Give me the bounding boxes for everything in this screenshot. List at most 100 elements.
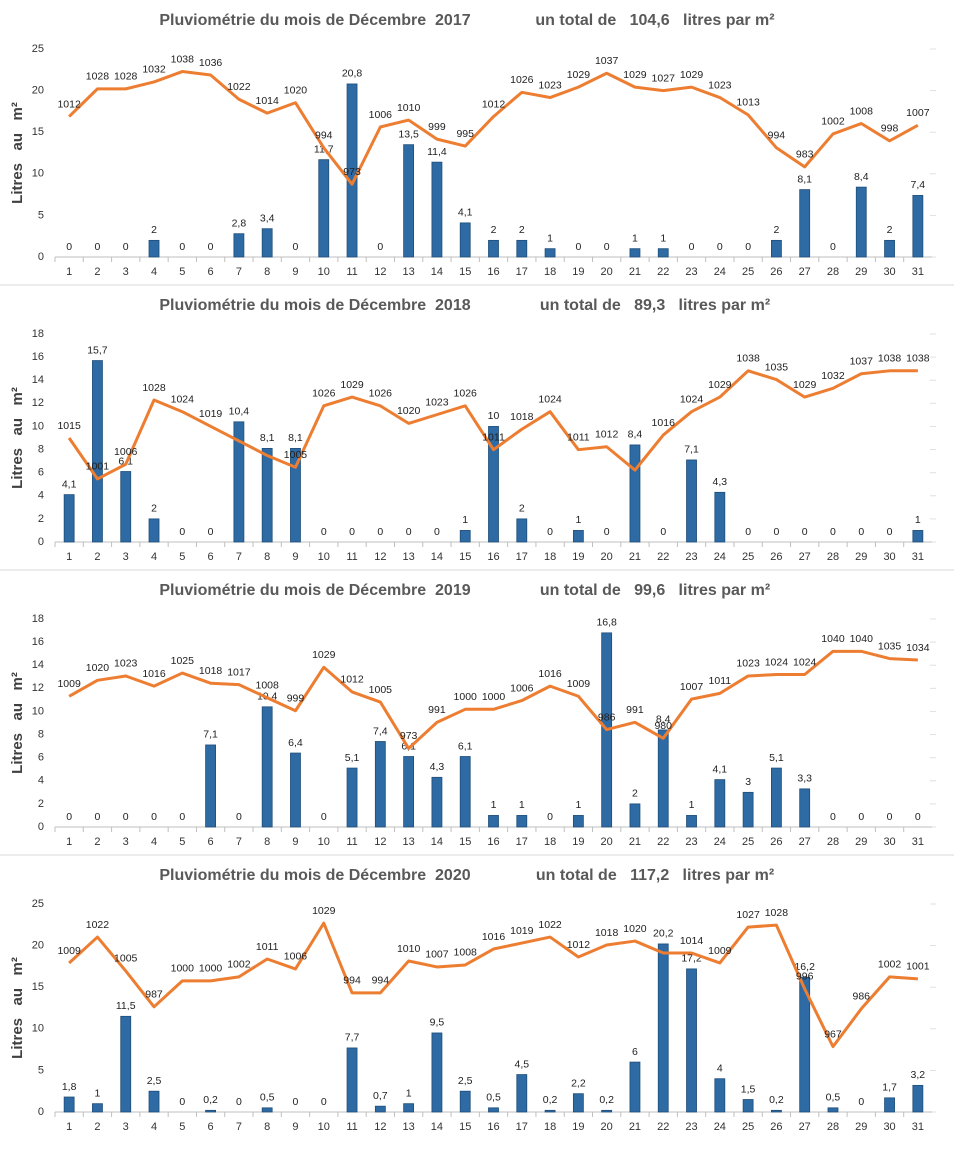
bar: [572, 530, 584, 543]
x-tick-label: 28: [827, 836, 839, 848]
bar-label: 0: [321, 811, 327, 823]
bar: [657, 729, 669, 828]
chart-title: Pluviométrie du mois de Décembre 2020: [159, 867, 470, 884]
pressure-label: 1038: [171, 53, 195, 65]
pressure-label: 1006: [510, 682, 534, 694]
pressure-label: 1005: [284, 449, 308, 461]
bar: [290, 447, 301, 543]
pressure-label: 994: [315, 130, 333, 142]
x-tick-label: 11: [346, 1121, 357, 1133]
bar: [572, 815, 584, 828]
pressure-label: 1009: [567, 678, 591, 690]
bar: [346, 83, 358, 258]
x-tick-label: 8: [264, 551, 270, 563]
x-tick-label: 29: [855, 551, 867, 563]
x-tick-label: 31: [912, 1121, 924, 1133]
x-tick-label: 16: [487, 266, 499, 278]
bar-label: 1,7: [882, 1082, 897, 1094]
x-tick-label: 2: [94, 836, 100, 848]
x-tick-label: 30: [883, 551, 895, 563]
pressure-line: [68, 649, 918, 750]
bar-label: 0: [745, 526, 751, 538]
bar-label: 0: [179, 1096, 185, 1108]
bar-label: 0: [858, 811, 864, 823]
bar-label: 0: [236, 1096, 242, 1108]
x-tick-label: 24: [714, 836, 726, 848]
bar-label: 0: [293, 241, 299, 253]
x-tick-label: 8: [264, 266, 270, 278]
bar-label: 9,5: [430, 1017, 445, 1029]
x-tick-label: 3: [123, 1121, 129, 1133]
pressure-label: 1012: [595, 429, 619, 441]
bar-label: 6: [632, 1046, 638, 1058]
pressure-label: 1001: [906, 961, 930, 973]
pressure-label: 1022: [538, 919, 562, 931]
x-tick-label: 7: [236, 266, 242, 278]
pressure-label: 983: [796, 149, 814, 161]
x-tick-label: 26: [770, 266, 782, 278]
bar-label: 1: [491, 799, 497, 811]
y-tick-label: 6: [38, 752, 44, 764]
y-axis-label: Litres au m²: [9, 672, 26, 774]
x-tick-label: 18: [544, 551, 556, 563]
bar-label: 3,2: [911, 1069, 926, 1081]
x-tick-label: 7: [236, 551, 242, 563]
x-tick-label: 20: [601, 1121, 613, 1133]
bar: [374, 741, 386, 828]
chart-panel: Pluviométrie du mois de Décembre 2019 un …: [0, 569, 954, 848]
bar: [516, 1074, 528, 1113]
pressure-line: [68, 921, 918, 1049]
x-tick-label: 27: [799, 1121, 811, 1133]
x-tick-label: 25: [742, 836, 754, 848]
bar: [714, 491, 726, 543]
x-tick-label: 15: [459, 1121, 471, 1133]
bar: [459, 1090, 471, 1113]
x-tick-label: 27: [799, 836, 811, 848]
pressure-label: 1024: [171, 393, 195, 405]
bar-label: 0,5: [260, 1092, 275, 1104]
pressure-label: 1011: [709, 675, 732, 687]
x-tick-label: 6: [208, 551, 214, 563]
bar-label: 6,4: [288, 737, 303, 749]
pressure-label: 1032: [142, 64, 166, 76]
pressure-label: 1010: [397, 102, 421, 114]
y-tick-label: 15: [32, 981, 44, 993]
x-tick-label: 25: [742, 266, 754, 278]
pressure-label: 1018: [595, 927, 619, 939]
bar: [374, 1105, 386, 1113]
bar-label: 11,5: [116, 1000, 136, 1012]
x-tick-label: 20: [601, 551, 613, 563]
bar: [233, 233, 245, 258]
bar-label: 2,2: [571, 1077, 586, 1089]
pressure-line: [67, 369, 918, 481]
pressure-label: 1037: [850, 356, 874, 368]
pressure-label: 1000: [454, 691, 478, 703]
bar-label: 0,2: [543, 1094, 558, 1106]
bar-label: 15,7: [87, 344, 108, 356]
bar-label: 7,4: [911, 179, 926, 191]
pressure-label: 1019: [510, 925, 534, 937]
bar-label: 0: [830, 526, 836, 538]
bar: [714, 1078, 726, 1113]
pressure-label: 991: [428, 704, 446, 716]
pressure-label: 1020: [284, 85, 308, 97]
x-tick-label: 9: [292, 266, 298, 278]
chart-subtitle: un total de 89,3 litres par m²: [540, 297, 770, 314]
x-tick-label: 22: [657, 836, 669, 848]
bar: [657, 248, 669, 258]
bar-label: 1: [95, 1087, 101, 1099]
bar-label: 20,2: [653, 928, 674, 940]
y-tick-label: 10: [32, 705, 44, 717]
bar-label: 2,8: [232, 217, 247, 229]
chart-panel: Pluviométrie du mois de Décembre 2020 un …: [0, 854, 954, 1133]
x-tick-label: 4: [151, 1121, 157, 1133]
bar: [403, 1103, 415, 1113]
pressure-label: 1029: [312, 905, 336, 917]
x-tick-label: 31: [912, 266, 924, 278]
pressure-label: 967: [824, 1028, 842, 1040]
x-tick-label: 25: [742, 1121, 754, 1133]
x-tick-label: 8: [264, 836, 270, 848]
x-tick-label: 22: [657, 551, 669, 563]
bar-label: 0: [179, 241, 185, 253]
y-tick-label: 25: [32, 898, 44, 910]
